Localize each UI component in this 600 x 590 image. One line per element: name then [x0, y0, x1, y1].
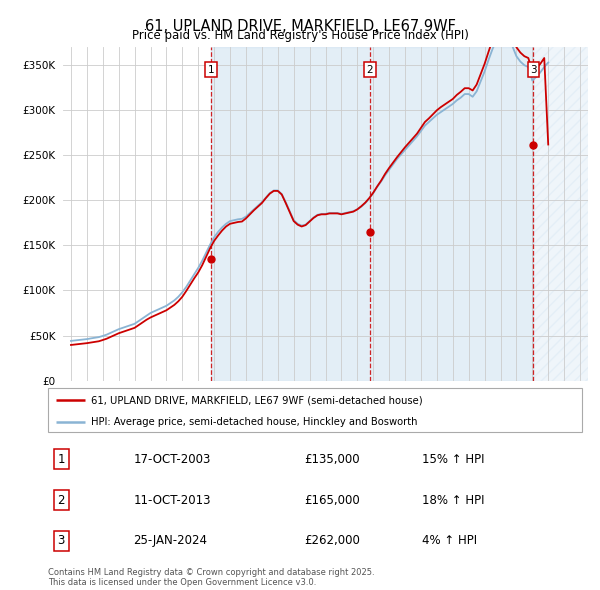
Text: 61, UPLAND DRIVE, MARKFIELD, LE67 9WF (semi-detached house): 61, UPLAND DRIVE, MARKFIELD, LE67 9WF (s… [91, 395, 422, 405]
FancyBboxPatch shape [48, 388, 582, 432]
Text: 25-JAN-2024: 25-JAN-2024 [133, 534, 208, 547]
Text: £135,000: £135,000 [304, 453, 360, 466]
Text: £262,000: £262,000 [304, 534, 360, 547]
Text: Contains HM Land Registry data © Crown copyright and database right 2025.
This d: Contains HM Land Registry data © Crown c… [48, 568, 374, 587]
Text: 61, UPLAND DRIVE, MARKFIELD, LE67 9WF: 61, UPLAND DRIVE, MARKFIELD, LE67 9WF [145, 19, 455, 34]
Text: 15% ↑ HPI: 15% ↑ HPI [422, 453, 484, 466]
Text: 11-OCT-2013: 11-OCT-2013 [133, 493, 211, 507]
Text: 2: 2 [367, 65, 373, 75]
Text: 3: 3 [530, 65, 537, 75]
Text: HPI: Average price, semi-detached house, Hinckley and Bosworth: HPI: Average price, semi-detached house,… [91, 417, 417, 427]
Text: £165,000: £165,000 [304, 493, 360, 507]
Text: 1: 1 [208, 65, 214, 75]
Text: 17-OCT-2003: 17-OCT-2003 [133, 453, 211, 466]
Bar [211, 47, 533, 381]
Text: 3: 3 [58, 534, 65, 547]
Text: 1: 1 [58, 453, 65, 466]
Text: 18% ↑ HPI: 18% ↑ HPI [422, 493, 484, 507]
Text: 4% ↑ HPI: 4% ↑ HPI [422, 534, 477, 547]
Text: Price paid vs. HM Land Registry's House Price Index (HPI): Price paid vs. HM Land Registry's House … [131, 30, 469, 42]
Bar [533, 47, 588, 381]
Text: 2: 2 [58, 493, 65, 507]
